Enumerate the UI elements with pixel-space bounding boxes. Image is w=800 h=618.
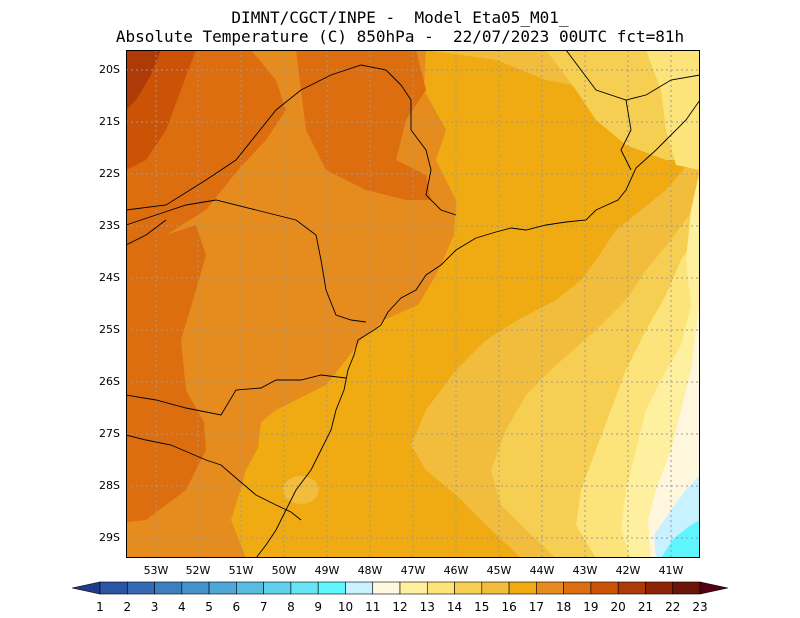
colorbar-cell — [126, 581, 155, 595]
colorbar-label: 12 — [392, 600, 407, 614]
colorbar-label: 15 — [474, 600, 489, 614]
colorbar-cells — [71, 581, 729, 595]
field-18-19-west — [126, 225, 206, 522]
lat-label-29s: 29S — [99, 531, 120, 544]
lon-label-51w: 51W — [228, 564, 254, 577]
colorbar-arrow-high — [699, 581, 729, 595]
border-mg-es-rj — [400, 84, 457, 216]
colorbar-label: 18 — [556, 600, 571, 614]
colorbar-label: 13 — [420, 600, 435, 614]
colorbar-cell — [208, 581, 237, 595]
colorbar-cell — [399, 581, 428, 595]
colorbar-cell — [617, 581, 646, 595]
colorbar-cell — [563, 581, 592, 595]
title-line-2: Absolute Temperature (C) 850hPa - 22/07/… — [115, 27, 685, 46]
colorbar-cell — [317, 581, 346, 595]
field-20-21 — [126, 50, 161, 110]
colorbar-cell — [508, 581, 537, 595]
colorbar-cell — [154, 581, 183, 595]
colorbar-label: 14 — [447, 600, 462, 614]
lon-label-53w: 53W — [143, 564, 169, 577]
colorbar-label: 4 — [178, 600, 186, 614]
colorbar-label: 9 — [314, 600, 322, 614]
colorbar-label: 10 — [338, 600, 353, 614]
lon-label-48w: 48W — [357, 564, 383, 577]
border-sp-pr — [126, 199, 367, 323]
colorbar-cell — [590, 581, 619, 595]
colorbar-cell — [372, 581, 401, 595]
title-line-1: DIMNT/CGCT/INPE - Model Eta05_M01_ — [231, 8, 569, 27]
border-pr-sc — [126, 374, 347, 416]
map-gridlines — [126, 50, 700, 558]
field-17-18-pocket-south — [126, 520, 246, 558]
border-sc-rs — [126, 434, 302, 521]
colorbar-cell — [181, 581, 210, 595]
field-18-19-north — [296, 50, 431, 200]
colorbar-label: 19 — [583, 600, 598, 614]
coastline — [255, 99, 700, 558]
lon-label-41w: 41W — [658, 564, 684, 577]
colorbar-label: 5 — [205, 600, 213, 614]
colorbar-cell — [426, 581, 455, 595]
lon-label-46w: 46W — [443, 564, 469, 577]
colorbar-cell — [99, 581, 128, 595]
colorbar-cell — [536, 581, 564, 595]
colorbar-label: 21 — [638, 600, 653, 614]
field-15-16-pocket-coast — [283, 476, 319, 504]
colorbar-arrow-low — [71, 581, 101, 595]
colorbar-cell — [345, 581, 374, 595]
map-borders — [126, 50, 700, 558]
lon-label-47w: 47W — [400, 564, 426, 577]
colorbar-cell — [481, 581, 510, 595]
colorbar-label: 16 — [501, 600, 516, 614]
lat-label-23s: 23S — [99, 219, 120, 232]
border-ms-pr — [126, 219, 167, 246]
colorbar-label: 17 — [529, 600, 544, 614]
map-border-frame — [126, 50, 700, 558]
lon-label-52w: 52W — [185, 564, 211, 577]
lat-label-27s: 27S — [99, 427, 120, 440]
colorbar-label: 2 — [123, 600, 131, 614]
lat-label-22s: 22S — [99, 167, 120, 180]
colorbar-label: 8 — [287, 600, 295, 614]
colorbar-label: 23 — [692, 600, 707, 614]
colorbar-labels: 1 2 3 4 5 6 7 8 9 10 11 12 13 14 15 16 17 18 19 20 21 22 23 — [96, 600, 707, 614]
colorbar-label: 22 — [665, 600, 680, 614]
colorbar-cell — [645, 581, 674, 595]
colorbar-cell — [454, 581, 483, 595]
lon-label-50w: 50W — [271, 564, 297, 577]
lat-label-20s: 20S — [99, 63, 120, 76]
colorbar-cell — [290, 581, 319, 595]
colorbar-label: 1 — [96, 600, 104, 614]
colorbar-label: 20 — [611, 600, 626, 614]
border-mg-sp — [126, 64, 402, 211]
lat-label-28s: 28S — [99, 479, 120, 492]
colorbar-label: 7 — [260, 600, 268, 614]
colorbar-label: 11 — [365, 600, 380, 614]
lat-label-26s: 26S — [99, 375, 120, 388]
lon-label-45w: 45W — [486, 564, 512, 577]
lat-label-24s: 24S — [99, 271, 120, 284]
lon-label-44w: 44W — [529, 564, 555, 577]
lon-label-42w: 42W — [615, 564, 641, 577]
colorbar-cell — [672, 581, 701, 595]
colorbar-label: 6 — [233, 600, 241, 614]
lon-label-49w: 49W — [314, 564, 340, 577]
field-9-10 — [661, 520, 700, 558]
lat-label-25s: 25S — [99, 323, 120, 336]
colorbar-label: 3 — [151, 600, 159, 614]
lat-label-21s: 21S — [99, 115, 120, 128]
lon-label-43w: 43W — [572, 564, 598, 577]
colorbar-cell — [263, 581, 292, 595]
colorbar-cell — [236, 581, 264, 595]
border-es-mg — [620, 99, 632, 171]
temperature-map — [126, 50, 700, 558]
temperature-colorbar: 1 2 3 4 5 6 7 8 9 10 11 12 13 14 15 16 17 18 19 20 21 22 23 — [71, 581, 729, 614]
